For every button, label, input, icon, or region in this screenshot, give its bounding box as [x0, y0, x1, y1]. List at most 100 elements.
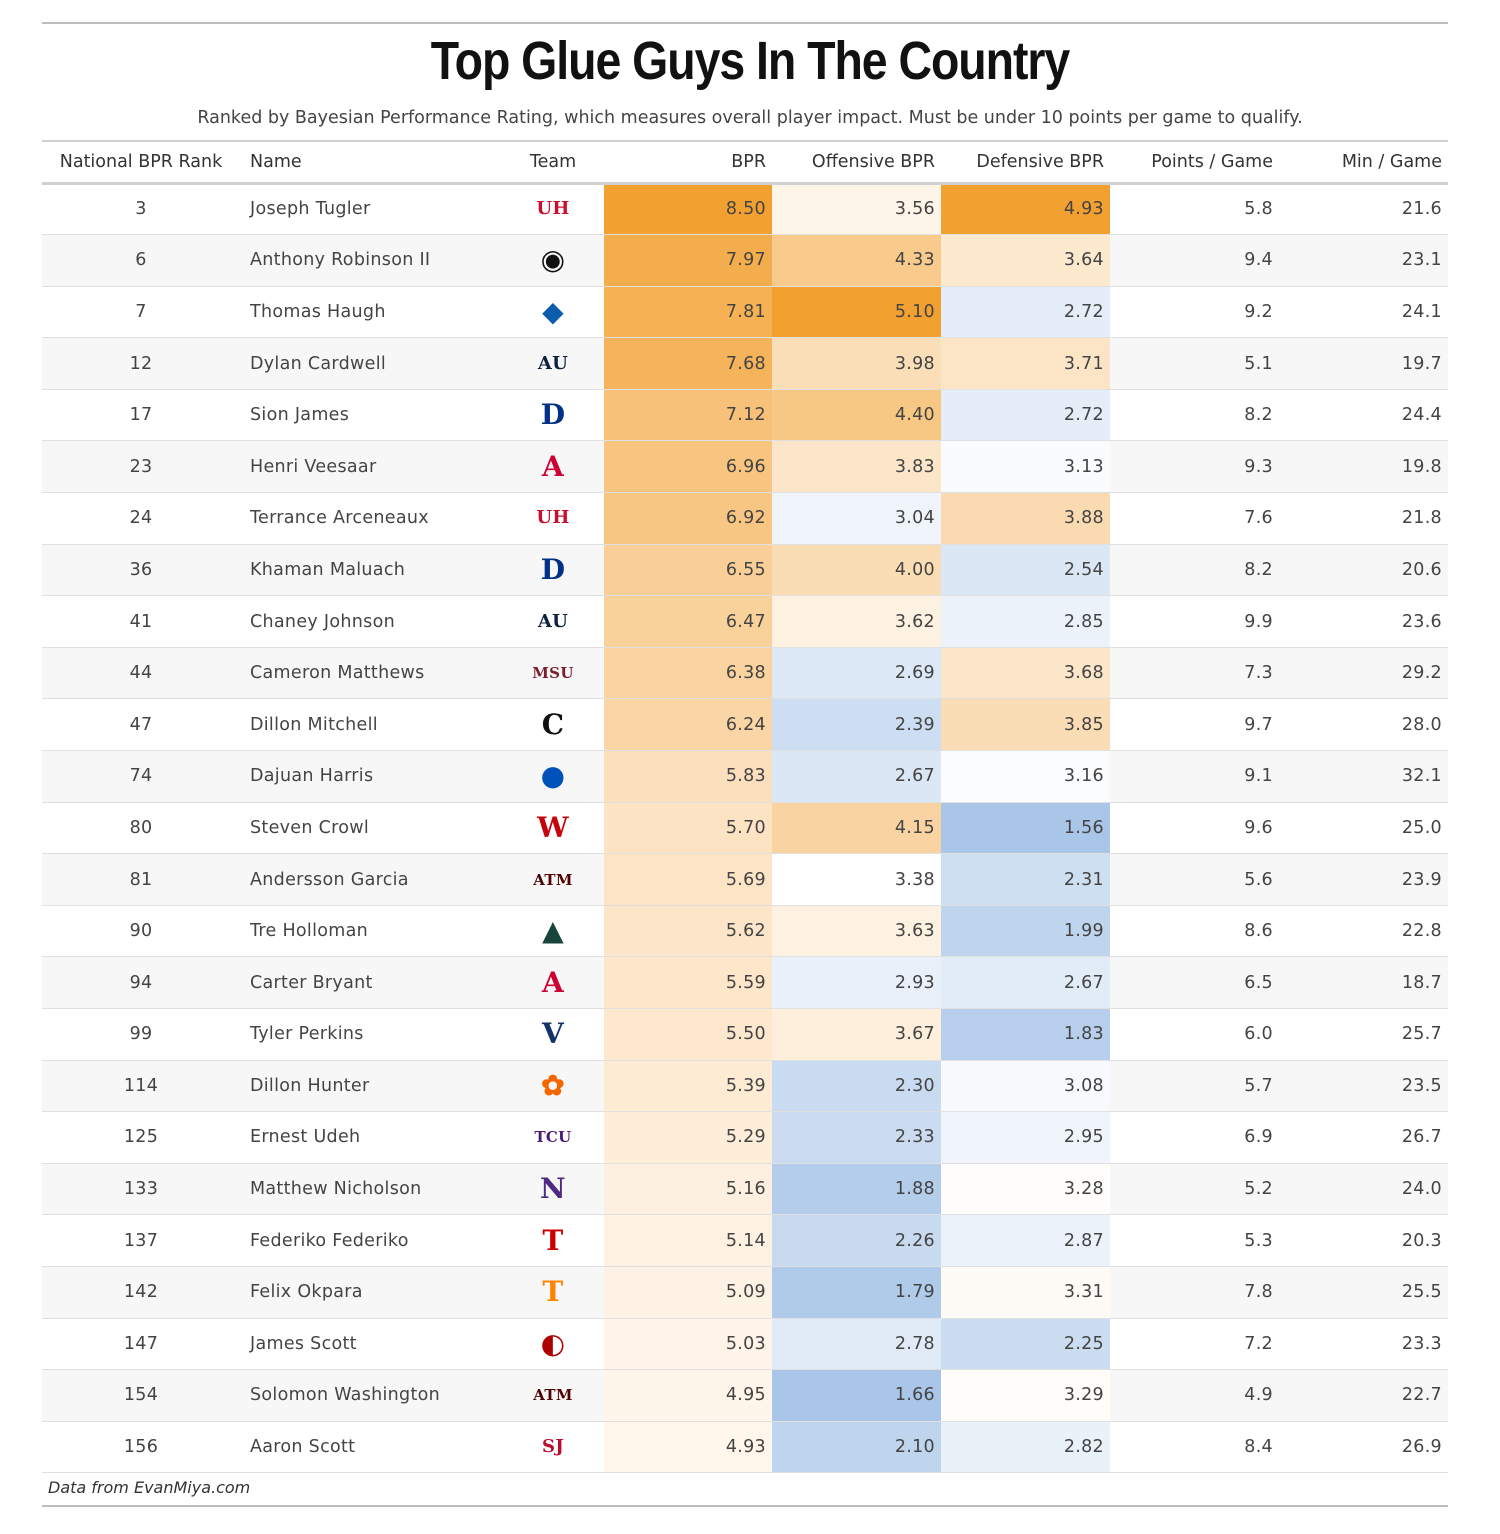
player-name-cell: Khaman Maluach: [240, 544, 502, 597]
header-points-per-game: Points / Game: [1110, 140, 1279, 185]
points-per-game-cell: 8.2: [1110, 389, 1279, 442]
minutes-per-game-cell: 28.0: [1279, 698, 1448, 752]
defensive-bpr-cell: 3.88: [941, 492, 1110, 545]
houston-logo-icon: UH: [536, 507, 570, 529]
rank-cell: 81: [42, 853, 240, 906]
bpr-cell: 5.70: [604, 802, 772, 855]
table-row: 23 Henri Veesaar A 6.96 3.83 3.13 9.3 19.8: [42, 440, 1448, 494]
header-rank: National BPR Rank: [42, 140, 240, 185]
bpr-cell: 7.97: [604, 234, 772, 287]
rank-cell: 114: [42, 1060, 240, 1113]
villanova-logo-icon: V: [541, 1017, 565, 1051]
cincinnati-logo-icon: C: [541, 707, 565, 741]
arizona-logo-icon: A: [541, 965, 565, 999]
table-row: 133 Matthew Nicholson N 5.16 1.88 3.28 5.2 24.0: [42, 1163, 1448, 1216]
player-name-cell: James Scott: [240, 1318, 502, 1371]
defensive-bpr-cell: 3.08: [941, 1060, 1110, 1113]
points-per-game-cell: 7.6: [1110, 492, 1279, 545]
team-cell: ✿: [502, 1060, 604, 1113]
table-row: 36 Khaman Maluach D 6.55 4.00 2.54 8.2 20.6: [42, 544, 1448, 597]
team-cell: ATM: [502, 853, 604, 906]
table-row: 137 Federiko Federiko T 5.14 2.26 2.87 5.3 20.3: [42, 1214, 1448, 1267]
points-per-game-cell: 9.7: [1110, 698, 1279, 752]
michigan-state-logo-icon: ▲: [542, 914, 564, 948]
points-per-game-cell: 5.6: [1110, 853, 1279, 906]
rank-cell: 147: [42, 1318, 240, 1371]
bpr-cell: 6.24: [604, 698, 772, 752]
minutes-per-game-cell: 18.7: [1279, 956, 1448, 1009]
bpr-cell: 6.38: [604, 647, 772, 700]
table-row: 90 Tre Holloman ▲ 5.62 3.63 1.99 8.6 22.8: [42, 905, 1448, 958]
player-name-cell: Chaney Johnson: [240, 595, 502, 648]
minutes-per-game-cell: 20.6: [1279, 544, 1448, 597]
bpr-cell: 6.47: [604, 595, 772, 648]
defensive-bpr-cell: 2.72: [941, 286, 1110, 339]
table-row: 81 Andersson Garcia ATM 5.69 3.38 2.31 5.6 23.9: [42, 853, 1448, 906]
defensive-bpr-cell: 3.71: [941, 337, 1110, 390]
team-cell: N: [502, 1163, 604, 1216]
rank-cell: 23: [42, 440, 240, 494]
rank-cell: 36: [42, 544, 240, 597]
points-per-game-cell: 5.3: [1110, 1214, 1279, 1267]
player-name-cell: Matthew Nicholson: [240, 1163, 502, 1216]
points-per-game-cell: 9.1: [1110, 750, 1279, 803]
points-per-game-cell: 5.8: [1110, 183, 1279, 236]
defensive-bpr-cell: 3.68: [941, 647, 1110, 700]
offensive-bpr-cell: 2.30: [772, 1060, 941, 1113]
offensive-bpr-cell: 3.63: [772, 905, 941, 958]
minutes-per-game-cell: 22.8: [1279, 905, 1448, 958]
defensive-bpr-cell: 2.31: [941, 853, 1110, 906]
player-name-cell: Aaron Scott: [240, 1421, 502, 1474]
chart-subtitle: Ranked by Bayesian Performance Rating, w…: [197, 108, 1303, 128]
team-cell: A: [502, 956, 604, 1009]
rank-cell: 47: [42, 698, 240, 752]
offensive-bpr-cell: 2.33: [772, 1111, 941, 1164]
table-body: 3 Joseph Tugler UH 8.50 3.56 4.93 5.8 21.6 6 Anth…: [42, 183, 1448, 1474]
defensive-bpr-cell: 3.31: [941, 1266, 1110, 1319]
player-name-cell: Cameron Matthews: [240, 647, 502, 700]
offensive-bpr-cell: 3.38: [772, 853, 941, 906]
team-cell: D: [502, 389, 604, 442]
team-cell: T: [502, 1266, 604, 1319]
player-name-cell: Henri Veesaar: [240, 440, 502, 494]
header-defensive-bpr: Defensive BPR: [941, 140, 1110, 185]
table-row: 125 Ernest Udeh TCU 5.29 2.33 2.95 6.9 26.7: [42, 1111, 1448, 1164]
defensive-bpr-cell: 3.85: [941, 698, 1110, 752]
rank-cell: 137: [42, 1214, 240, 1267]
bottom-rule: [42, 1505, 1448, 1507]
offensive-bpr-cell: 4.00: [772, 544, 941, 597]
table-row: 114 Dillon Hunter ✿ 5.39 2.30 3.08 5.7 23.5: [42, 1060, 1448, 1113]
bpr-cell: 8.50: [604, 183, 772, 236]
offensive-bpr-cell: 4.33: [772, 234, 941, 287]
player-name-cell: Sion James: [240, 389, 502, 442]
points-per-game-cell: 7.8: [1110, 1266, 1279, 1319]
offensive-bpr-cell: 3.04: [772, 492, 941, 545]
minutes-per-game-cell: 26.7: [1279, 1111, 1448, 1164]
rank-cell: 142: [42, 1266, 240, 1319]
points-per-game-cell: 9.9: [1110, 595, 1279, 648]
minutes-per-game-cell: 22.7: [1279, 1369, 1448, 1422]
points-per-game-cell: 9.4: [1110, 234, 1279, 287]
points-per-game-cell: 5.7: [1110, 1060, 1279, 1113]
team-cell: V: [502, 1008, 604, 1061]
team-cell: SJ: [502, 1421, 604, 1474]
table-row: 47 Dillon Mitchell C 6.24 2.39 3.85 9.7 28.0: [42, 698, 1448, 752]
player-name-cell: Tre Holloman: [240, 905, 502, 958]
player-name-cell: Joseph Tugler: [240, 183, 502, 236]
rank-cell: 24: [42, 492, 240, 545]
bpr-cell: 5.83: [604, 750, 772, 803]
chart-title: Top Glue Guys In The Country: [430, 31, 1071, 91]
mississippi-state-logo-icon: MSU: [532, 664, 574, 683]
points-per-game-cell: 6.0: [1110, 1008, 1279, 1061]
defensive-bpr-cell: 2.82: [941, 1421, 1110, 1474]
bpr-cell: 5.29: [604, 1111, 772, 1164]
rank-cell: 154: [42, 1369, 240, 1422]
houston-logo-icon: UH: [536, 198, 570, 220]
defensive-bpr-cell: 3.28: [941, 1163, 1110, 1216]
defensive-bpr-cell: 2.25: [941, 1318, 1110, 1371]
bpr-cell: 5.16: [604, 1163, 772, 1216]
offensive-bpr-cell: 4.40: [772, 389, 941, 442]
rank-cell: 7: [42, 286, 240, 339]
header-offensive-bpr: Offensive BPR: [772, 140, 941, 185]
defensive-bpr-cell: 2.95: [941, 1111, 1110, 1164]
